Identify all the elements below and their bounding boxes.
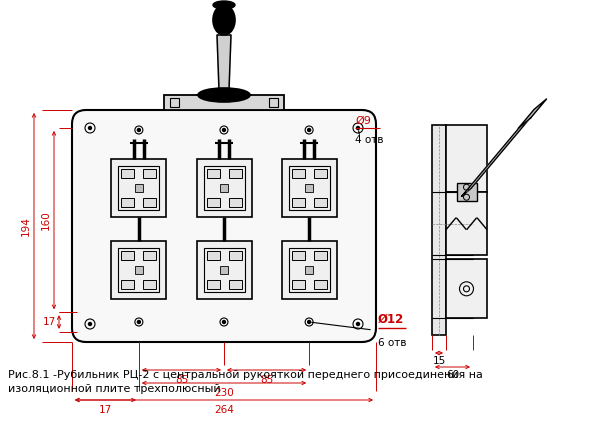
Text: 17: 17 (42, 317, 55, 327)
Text: 194: 194 (21, 216, 31, 236)
Bar (121, 169, 135, 178)
Text: 85: 85 (175, 375, 188, 385)
Bar (288, 248, 330, 292)
Bar (197, 159, 252, 217)
Bar (207, 169, 220, 178)
Bar (314, 280, 327, 289)
Bar (197, 241, 252, 299)
Bar (292, 251, 304, 260)
Text: 4 отв: 4 отв (355, 135, 384, 145)
Bar (111, 159, 167, 217)
Circle shape (357, 322, 360, 326)
Bar (446, 192, 487, 255)
Bar (207, 198, 220, 207)
Bar (170, 98, 179, 107)
Bar (229, 280, 242, 289)
Bar (314, 169, 327, 178)
Circle shape (308, 129, 311, 132)
Bar (292, 198, 304, 207)
Bar (446, 125, 487, 192)
Bar (314, 251, 327, 260)
Circle shape (137, 320, 140, 323)
FancyBboxPatch shape (72, 110, 376, 342)
Bar (446, 259, 487, 318)
Text: Ø9: Ø9 (355, 116, 371, 126)
Bar (229, 169, 242, 178)
Bar (207, 280, 220, 289)
Bar (288, 166, 330, 210)
Polygon shape (462, 120, 529, 196)
Text: 230: 230 (214, 388, 234, 398)
Text: Ø12: Ø12 (378, 313, 404, 326)
Polygon shape (217, 35, 231, 90)
Circle shape (357, 126, 360, 129)
Circle shape (223, 129, 226, 132)
Bar (121, 198, 135, 207)
Bar (207, 251, 220, 260)
Bar (220, 266, 228, 274)
Bar (305, 266, 313, 274)
Text: 17: 17 (99, 405, 112, 415)
Bar (204, 248, 245, 292)
Bar (143, 198, 156, 207)
Bar (118, 166, 159, 210)
Bar (282, 241, 336, 299)
Bar (282, 159, 336, 217)
Bar (135, 184, 143, 192)
Ellipse shape (213, 5, 235, 35)
Circle shape (308, 320, 311, 323)
Bar (143, 280, 156, 289)
Circle shape (89, 126, 92, 129)
Bar (143, 251, 156, 260)
Bar (292, 169, 304, 178)
Polygon shape (518, 99, 547, 129)
Text: 160: 160 (41, 210, 51, 230)
Text: 60: 60 (446, 370, 459, 380)
Circle shape (89, 322, 92, 326)
Text: Рис.8.1 -Рубильник РЦ-2 с центральной рукояткой переднего присоединения на
изоля: Рис.8.1 -Рубильник РЦ-2 с центральной ру… (8, 370, 483, 394)
Text: 15: 15 (432, 356, 446, 366)
Bar (143, 169, 156, 178)
Bar (292, 280, 304, 289)
Bar (456, 183, 477, 201)
Bar (118, 248, 159, 292)
Bar (111, 241, 167, 299)
Bar (229, 198, 242, 207)
Circle shape (223, 320, 226, 323)
Text: 6 отв: 6 отв (378, 338, 407, 348)
Text: 85: 85 (260, 375, 273, 385)
Bar (314, 198, 327, 207)
Bar (135, 266, 143, 274)
Bar (164, 95, 284, 110)
Bar (204, 166, 245, 210)
Bar (121, 251, 135, 260)
Bar (229, 251, 242, 260)
Circle shape (137, 129, 140, 132)
Ellipse shape (198, 88, 250, 102)
Bar (432, 125, 446, 335)
Text: 264: 264 (214, 405, 234, 415)
Bar (269, 98, 278, 107)
Bar (305, 184, 313, 192)
Bar (121, 280, 135, 289)
Bar (220, 184, 228, 192)
Ellipse shape (213, 1, 235, 9)
